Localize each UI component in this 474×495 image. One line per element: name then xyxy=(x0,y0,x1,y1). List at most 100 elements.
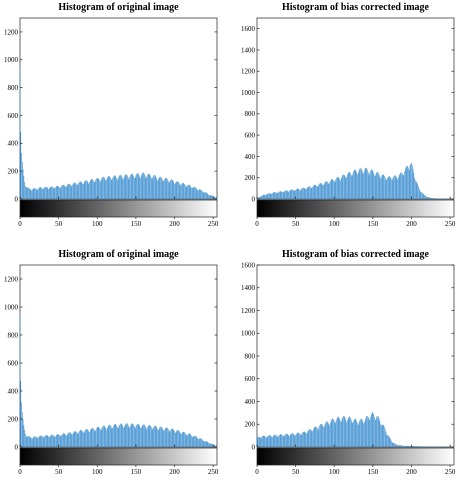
histogram-bar xyxy=(292,189,293,199)
histogram-bar xyxy=(152,176,154,199)
histogram-bar xyxy=(19,314,21,447)
histogram-bar xyxy=(73,182,75,199)
histogram-bar xyxy=(185,434,187,447)
chart-title: Histogram of original image xyxy=(58,249,179,260)
histogram-bar xyxy=(64,185,66,199)
histogram-bar xyxy=(418,186,419,199)
histogram-bar xyxy=(420,192,422,199)
histogram-bar xyxy=(267,436,269,447)
histogram-panel-corrected-top: Histogram of bias corrected image 0 200 400… xyxy=(237,0,474,247)
histogram-bar xyxy=(52,435,54,447)
histogram-bar xyxy=(201,438,202,447)
histogram-bar xyxy=(130,424,132,447)
histogram-bar xyxy=(26,436,28,447)
histogram-bar xyxy=(202,439,203,447)
histogram-bar xyxy=(401,445,402,447)
histogram-bar xyxy=(396,444,398,447)
histogram-bar xyxy=(416,446,418,447)
histogram-bar xyxy=(205,192,206,199)
histogram-bar xyxy=(178,181,179,199)
x-tick-label: 200 xyxy=(406,220,417,228)
histogram-bar xyxy=(385,179,387,199)
histogram-bar xyxy=(195,436,197,447)
histogram-bar xyxy=(312,186,313,199)
histogram-bar xyxy=(281,191,283,199)
histogram-bar xyxy=(432,198,433,199)
histogram-bar xyxy=(348,171,350,199)
histogram-bar xyxy=(215,197,217,199)
histogram-bar xyxy=(323,185,324,199)
histogram-bar xyxy=(124,424,126,447)
histogram-bar xyxy=(392,442,394,447)
histogram-bar xyxy=(303,431,304,447)
y-tick-label: 800 xyxy=(245,110,256,118)
histogram-bar xyxy=(96,178,97,199)
histogram-bar xyxy=(86,180,88,199)
histogram-bar xyxy=(428,446,430,447)
histogram-bar xyxy=(431,198,432,199)
histogram-bar xyxy=(284,435,286,447)
histogram-bar xyxy=(210,443,212,447)
histogram-bar xyxy=(19,66,21,199)
histogram-bar xyxy=(48,189,49,199)
histogram-bar xyxy=(97,426,99,447)
histogram-bar xyxy=(292,433,293,447)
histogram-bar xyxy=(174,431,175,447)
histogram-bar xyxy=(350,417,351,447)
histogram-bar xyxy=(211,195,212,199)
histogram-bar xyxy=(422,192,423,199)
histogram-bar xyxy=(177,430,178,447)
histogram-bar xyxy=(397,179,398,199)
histogram-bar xyxy=(63,433,65,447)
histogram-bar xyxy=(305,189,306,199)
histogram-bar xyxy=(330,422,331,447)
histogram-bar xyxy=(360,168,362,199)
histogram-bar xyxy=(384,426,385,447)
histogram-bar xyxy=(257,437,259,447)
histogram-bar xyxy=(62,185,63,199)
histogram-bar xyxy=(424,194,425,199)
histogram-bar xyxy=(207,441,209,447)
x-tick-label: 0 xyxy=(255,468,259,476)
histogram-bar xyxy=(350,175,352,199)
y-tick-label: 1000 xyxy=(241,330,256,338)
grayscale-colorbar xyxy=(19,447,218,466)
x-tick-label: 0 xyxy=(18,468,22,476)
y-tick-label: 400 xyxy=(245,398,256,406)
histogram-bar xyxy=(185,433,186,447)
histogram-bar xyxy=(55,187,56,199)
histogram-bar xyxy=(338,417,340,447)
histogram-bar xyxy=(189,185,191,199)
histogram-bar xyxy=(347,174,348,199)
histogram-bar xyxy=(59,435,61,447)
histogram-bar xyxy=(127,423,128,447)
histogram-bar xyxy=(344,176,346,199)
histogram-bar xyxy=(176,181,178,199)
histogram-bar xyxy=(214,196,215,199)
histogram-bar xyxy=(318,184,320,199)
histogram-bar xyxy=(66,434,68,447)
histogram-bar xyxy=(369,419,371,447)
histogram-bar xyxy=(418,188,420,199)
histogram-bar xyxy=(394,443,395,447)
histogram-bar xyxy=(20,381,22,447)
histogram-bar xyxy=(289,436,290,447)
histogram-bar xyxy=(353,171,354,199)
histogram-bar xyxy=(168,430,170,447)
histogram-bar xyxy=(100,181,101,199)
histogram-bar xyxy=(69,184,71,199)
histogram-bar xyxy=(113,426,114,447)
x-tick-label: 100 xyxy=(92,468,103,476)
histogram-bar xyxy=(115,176,117,199)
histogram-bar xyxy=(265,194,267,199)
histogram-bar xyxy=(347,172,349,199)
histogram-bar xyxy=(337,176,338,199)
histogram-panel-original-top: Histogram of original image 0 200 400 600 800… xyxy=(0,0,237,247)
histogram-bar xyxy=(327,182,329,199)
histogram-bar xyxy=(147,425,149,447)
histogram-bar xyxy=(120,174,121,199)
histogram-bar xyxy=(20,132,22,199)
histogram-bar xyxy=(357,172,359,199)
chart-title: Histogram of bias corrected image xyxy=(282,249,430,260)
histogram-bar xyxy=(337,417,338,447)
